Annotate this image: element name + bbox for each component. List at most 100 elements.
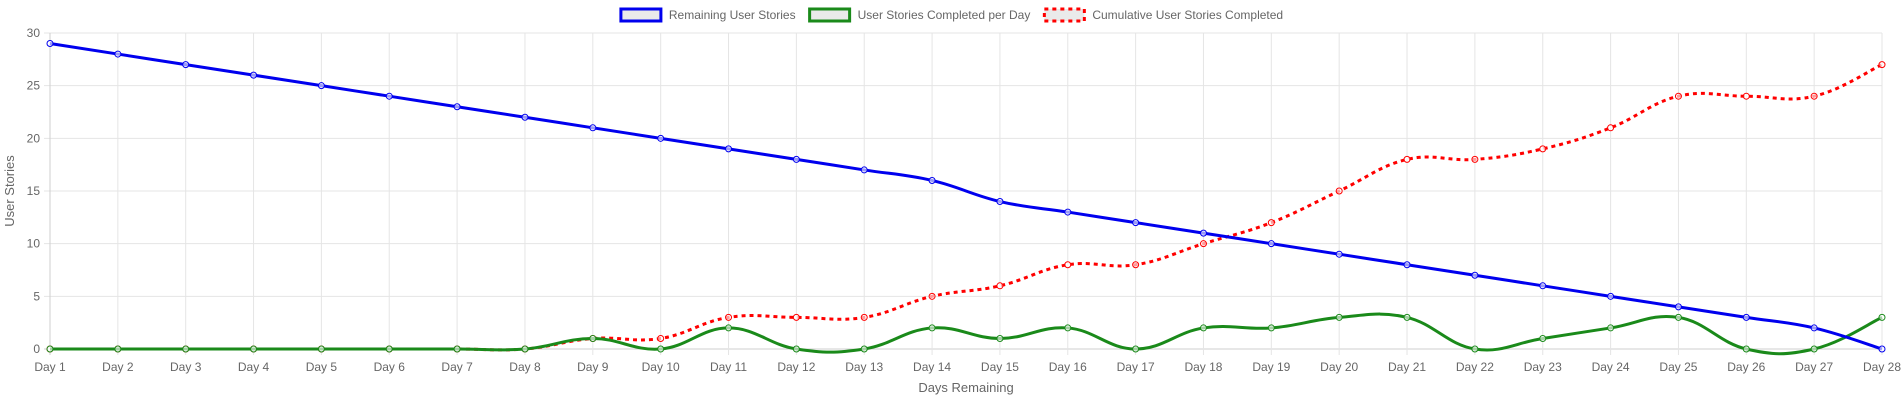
data-point[interactable] <box>1199 324 1207 332</box>
data-point[interactable] <box>1810 345 1818 353</box>
data-point[interactable] <box>1471 345 1479 353</box>
data-point[interactable] <box>1607 324 1615 332</box>
data-point[interactable] <box>1199 229 1207 237</box>
legend-label: Cumulative User Stories Completed <box>1092 8 1283 22</box>
data-point[interactable] <box>114 50 122 58</box>
data-point[interactable] <box>1335 187 1343 195</box>
x-tick-label: Day 25 <box>1659 360 1697 374</box>
legend: Remaining User Stories User Stories Compl… <box>619 7 1283 23</box>
x-tick-label: Day 23 <box>1524 360 1562 374</box>
data-point[interactable] <box>589 334 597 342</box>
x-tick-label: Day 4 <box>238 360 270 374</box>
data-point[interactable] <box>996 334 1004 342</box>
data-point[interactable] <box>1267 324 1275 332</box>
data-point[interactable] <box>385 345 393 353</box>
data-point[interactable] <box>1674 303 1682 311</box>
data-point[interactable] <box>657 134 665 142</box>
data-point[interactable] <box>46 40 54 48</box>
data-point[interactable] <box>1267 219 1275 227</box>
data-point[interactable] <box>453 345 461 353</box>
data-point[interactable] <box>792 313 800 321</box>
x-tick-label: Day 7 <box>441 360 473 374</box>
data-point[interactable] <box>725 145 733 153</box>
data-point[interactable] <box>1403 261 1411 269</box>
data-point[interactable] <box>1335 250 1343 258</box>
data-point[interactable] <box>1132 219 1140 227</box>
data-point[interactable] <box>1132 345 1140 353</box>
data-point[interactable] <box>1471 155 1479 163</box>
data-point[interactable] <box>725 324 733 332</box>
data-point[interactable] <box>1607 292 1615 300</box>
data-point[interactable] <box>1742 345 1750 353</box>
data-point[interactable] <box>1742 92 1750 100</box>
data-point[interactable] <box>1403 155 1411 163</box>
data-point[interactable] <box>1199 240 1207 248</box>
y-axis-title: User Stories <box>2 155 17 227</box>
data-point[interactable] <box>1539 334 1547 342</box>
data-point[interactable] <box>1132 261 1140 269</box>
y-tick-label: 0 <box>33 342 40 356</box>
data-point[interactable] <box>1539 282 1547 290</box>
series-line <box>49 42 1883 351</box>
data-point[interactable] <box>1674 92 1682 100</box>
data-point[interactable] <box>1878 313 1886 321</box>
data-point[interactable] <box>657 334 665 342</box>
data-point[interactable] <box>725 313 733 321</box>
data-point[interactable] <box>1064 261 1072 269</box>
y-tick-label: 30 <box>27 26 41 40</box>
legend-label: User Stories Completed per Day <box>858 8 1031 22</box>
data-point[interactable] <box>1064 208 1072 216</box>
data-point[interactable] <box>996 282 1004 290</box>
data-point[interactable] <box>46 345 54 353</box>
x-axis-ticks: Day 1 Day 2 Day 3 Day 4 Day 5 Day 6 Day 7 Day 8… <box>34 360 1901 374</box>
data-point[interactable] <box>792 155 800 163</box>
data-point[interactable] <box>1335 313 1343 321</box>
data-point[interactable] <box>317 345 325 353</box>
data-point[interactable] <box>1539 145 1547 153</box>
x-tick-label: Day 18 <box>1184 360 1222 374</box>
data-point[interactable] <box>1810 92 1818 100</box>
data-point[interactable] <box>589 124 597 132</box>
data-point[interactable] <box>250 71 258 79</box>
data-point[interactable] <box>1471 271 1479 279</box>
data-point[interactable] <box>182 345 190 353</box>
data-point[interactable] <box>1267 240 1275 248</box>
legend-swatch <box>619 7 663 23</box>
data-point[interactable] <box>182 61 190 69</box>
data-point[interactable] <box>928 176 936 184</box>
data-point[interactable] <box>385 92 393 100</box>
data-point[interactable] <box>1403 313 1411 321</box>
legend-item-user-stories-completed-per-day[interactable]: User Stories Completed per Day <box>808 7 1031 23</box>
data-point[interactable] <box>657 345 665 353</box>
x-tick-label: Day 26 <box>1727 360 1765 374</box>
data-point[interactable] <box>928 292 936 300</box>
x-tick-label: Day 21 <box>1388 360 1426 374</box>
data-point[interactable] <box>317 82 325 90</box>
x-tick-label: Day 20 <box>1320 360 1358 374</box>
data-point[interactable] <box>860 345 868 353</box>
data-point[interactable] <box>1064 324 1072 332</box>
legend-item-remaining-user-stories[interactable]: Remaining User Stories <box>619 7 796 23</box>
data-point[interactable] <box>1878 61 1886 69</box>
data-point[interactable] <box>1742 313 1750 321</box>
data-point[interactable] <box>250 345 258 353</box>
data-point[interactable] <box>860 313 868 321</box>
data-point[interactable] <box>1810 324 1818 332</box>
data-point[interactable] <box>860 166 868 174</box>
data-point[interactable] <box>1607 124 1615 132</box>
x-tick-label: Day 9 <box>577 360 609 374</box>
data-point[interactable] <box>521 345 529 353</box>
data-point[interactable] <box>792 345 800 353</box>
data-point[interactable] <box>453 103 461 111</box>
x-tick-label: Day 2 <box>102 360 134 374</box>
x-tick-label: Day 15 <box>981 360 1019 374</box>
data-point[interactable] <box>996 198 1004 206</box>
data-point[interactable] <box>1878 345 1886 353</box>
legend-item-cumulative-user-stories-completed[interactable]: Cumulative User Stories Completed <box>1042 7 1283 23</box>
data-point[interactable] <box>521 113 529 121</box>
data-point[interactable] <box>114 345 122 353</box>
data-point[interactable] <box>1674 313 1682 321</box>
data-point[interactable] <box>928 324 936 332</box>
